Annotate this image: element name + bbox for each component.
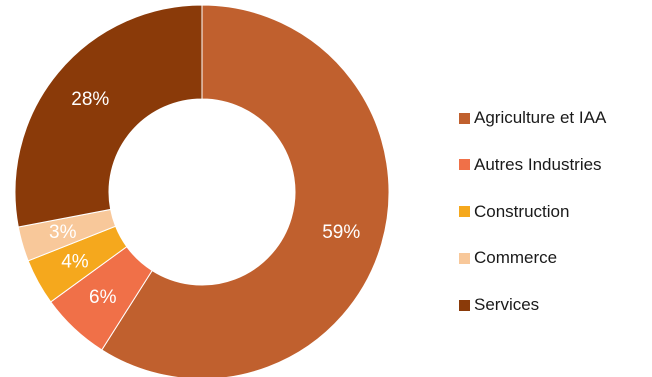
legend-label-commerce: Commerce <box>474 248 558 268</box>
legend-item-autres-industries: Autres Industries <box>459 153 649 177</box>
slice-label-autres-industries: 6% <box>89 287 117 308</box>
slices-group <box>14 4 390 377</box>
legend-swatch-autres-industries <box>459 159 470 171</box>
legend-swatch-agriculture-et-iaa <box>459 112 470 124</box>
legend-item-commerce: Commerce <box>459 246 649 270</box>
slice-label-construction: 4% <box>61 251 89 272</box>
slice-label-agriculture-et-iaa: 59% <box>322 222 360 243</box>
legend-swatch-commerce <box>459 252 470 264</box>
chart-legend: Agriculture et IAA Autres Industries Const… <box>459 106 649 340</box>
legend-item-agriculture-et-iaa: Agriculture et IAA <box>459 106 649 130</box>
legend-item-construction: Construction <box>459 200 649 224</box>
slice-agriculture-et-iaa <box>101 4 390 377</box>
slice-label-commerce: 3% <box>49 222 77 243</box>
legend-label-autres-industries: Autres Industries <box>474 154 602 174</box>
slice-label-services: 28% <box>71 89 109 110</box>
legend-label-construction: Construction <box>474 201 570 221</box>
legend-label-agriculture-et-iaa: Agriculture et IAA <box>474 108 607 127</box>
legend-swatch-construction <box>459 206 470 218</box>
slice-labels-group: 59% 6%4% 3% 28% <box>49 89 360 308</box>
legend-swatch-services <box>459 299 470 311</box>
legend-label-services: Services <box>474 295 540 315</box>
slice-services <box>14 4 203 228</box>
legend-item-services: Services <box>459 293 649 317</box>
